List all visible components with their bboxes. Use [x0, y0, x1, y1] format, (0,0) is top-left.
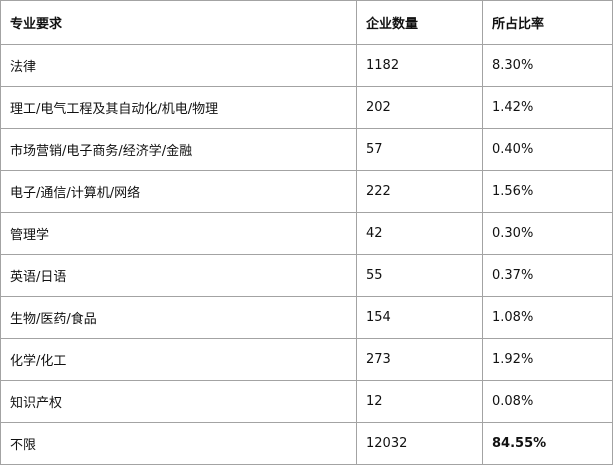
table-row: 生物/医药/食品 154 1.08%	[0, 296, 613, 339]
cell-ratio: 0.30%	[482, 212, 613, 255]
cell-company-count: 42	[356, 212, 483, 255]
table-row: 知识产权 12 0.08%	[0, 380, 613, 423]
cell-ratio: 1.08%	[482, 296, 613, 339]
cell-major: 知识产权	[0, 380, 357, 423]
table-row: 理工/电气工程及其自动化/机电/物理 202 1.42%	[0, 86, 613, 129]
cell-ratio: 1.92%	[482, 338, 613, 381]
cell-company-count: 12032	[356, 422, 483, 465]
cell-ratio: 1.56%	[482, 170, 613, 213]
cell-ratio: 0.08%	[482, 380, 613, 423]
cell-major: 生物/医药/食品	[0, 296, 357, 339]
cell-major: 化学/化工	[0, 338, 357, 381]
cell-company-count: 222	[356, 170, 483, 213]
cell-major: 市场营销/电子商务/经济学/金融	[0, 128, 357, 171]
cell-ratio: 1.42%	[482, 86, 613, 129]
cell-major: 电子/通信/计算机/网络	[0, 170, 357, 213]
header-major: 专业要求	[0, 0, 357, 45]
header-row: 专业要求 企业数量 所占比率	[0, 0, 613, 45]
cell-ratio: 0.40%	[482, 128, 613, 171]
cell-company-count: 57	[356, 128, 483, 171]
cell-major: 管理学	[0, 212, 357, 255]
cell-major: 不限	[0, 422, 357, 465]
cell-company-count: 55	[356, 254, 483, 297]
cell-company-count: 202	[356, 86, 483, 129]
table-row: 法律 1182 8.30%	[0, 44, 613, 87]
header-company-count: 企业数量	[356, 0, 483, 45]
header-ratio: 所占比率	[482, 0, 613, 45]
table-row: 不限 12032 84.55%	[0, 422, 613, 465]
cell-ratio: 0.37%	[482, 254, 613, 297]
table-row: 电子/通信/计算机/网络 222 1.56%	[0, 170, 613, 213]
cell-company-count: 273	[356, 338, 483, 381]
cell-company-count: 12	[356, 380, 483, 423]
table-row: 市场营销/电子商务/经济学/金融 57 0.40%	[0, 128, 613, 171]
cell-major: 法律	[0, 44, 357, 87]
table-row: 英语/日语 55 0.37%	[0, 254, 613, 297]
table-row: 管理学 42 0.30%	[0, 212, 613, 255]
cell-ratio: 84.55%	[482, 422, 613, 465]
cell-major: 理工/电气工程及其自动化/机电/物理	[0, 86, 357, 129]
table-row: 化学/化工 273 1.92%	[0, 338, 613, 381]
cell-company-count: 154	[356, 296, 483, 339]
cell-ratio: 8.30%	[482, 44, 613, 87]
cell-major: 英语/日语	[0, 254, 357, 297]
cell-company-count: 1182	[356, 44, 483, 87]
